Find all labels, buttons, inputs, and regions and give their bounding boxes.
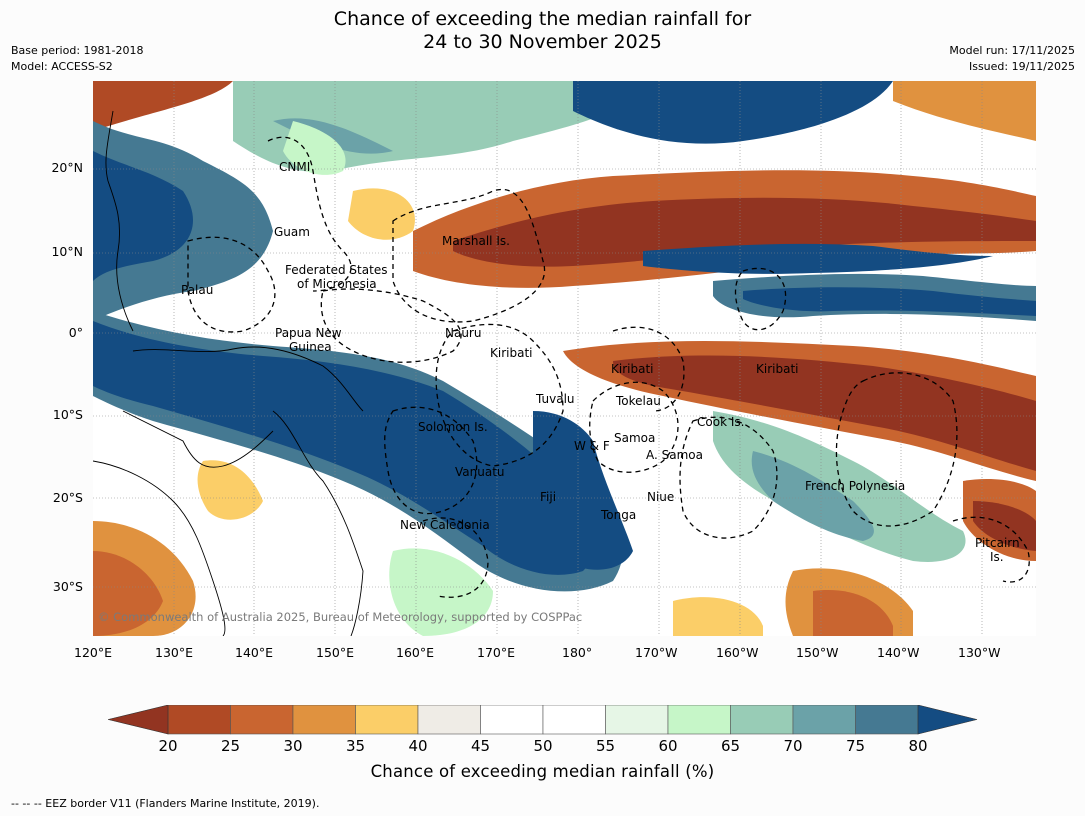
colorbar-cell [542, 705, 606, 735]
lon-label-140w: 140°W [877, 645, 920, 660]
map-title-line1: Chance of exceeding the median rainfall … [333, 8, 752, 30]
copyright-notice: © Commonwealth of Australia 2025, Bureau… [98, 610, 583, 624]
colorbar-tick-label: 80 [908, 737, 928, 755]
label-kiribati-east: Kiribati [756, 362, 798, 376]
colorbar-cell [417, 705, 481, 735]
eez-borders [187, 136, 1030, 598]
model-text: Model: ACCESS-S2 [11, 60, 113, 73]
colorbar-cell [167, 705, 231, 735]
label-solomon: Solomon Is. [418, 420, 488, 434]
label-fsm-2: of Micronesia [297, 277, 377, 291]
label-wallis-futuna: W & F [574, 439, 610, 453]
map-title-line2: 24 to 30 November 2025 [423, 31, 662, 53]
colorbar-tick-label: 45 [470, 737, 491, 755]
metadata-left: Base period: 1981-2018 Model: ACCESS-S2 [11, 43, 143, 75]
label-tuvalu: Tuvalu [535, 392, 575, 406]
lat-label-30s: 30°S [52, 579, 83, 594]
label-niue: Niue [647, 490, 674, 504]
lon-label-170e: 170°E [477, 645, 516, 660]
colorbar-tick-label: 65 [720, 737, 741, 755]
label-png-1: Papua New [275, 326, 342, 340]
label-french-polynesia: French Polynesia [805, 479, 905, 493]
label-new-caledonia: New Caledonia [400, 518, 490, 532]
lon-label-120e: 120°E [74, 645, 113, 660]
label-palau: Palau [181, 283, 213, 297]
lat-label-10n: 10°N [51, 244, 83, 259]
colorbar-cell [667, 705, 731, 735]
rainfall-map: CNMI Guam Marshall Is. Federated States … [93, 81, 1036, 636]
label-cook: Cook Is. [697, 415, 744, 429]
label-fsm-1: Federated States [285, 263, 387, 277]
colorbar-cell [292, 705, 356, 735]
coastlines [93, 110, 364, 636]
label-kiribati-west: Kiribati [490, 346, 532, 360]
colorbar-tick-label: 70 [783, 737, 803, 755]
colorbar-tick-label: 20 [158, 737, 178, 755]
colorbar-cell [480, 705, 544, 735]
lat-label-20s: 20°S [52, 490, 83, 505]
label-cnmi: CNMI [279, 160, 310, 174]
rainfall-field [93, 81, 1036, 636]
colorbar-tick-label: 55 [595, 737, 616, 755]
colorbar-cells [167, 705, 919, 735]
colorbar-cell [855, 705, 919, 735]
issued-text: Issued: 19/11/2025 [968, 60, 1075, 73]
label-guam: Guam [274, 225, 310, 239]
lon-label-160w: 160°W [716, 645, 759, 660]
lat-label-0: 0° [68, 325, 83, 340]
label-vanuatu: Vanuatu [455, 465, 505, 479]
colorbar-tick-label: 60 [658, 737, 678, 755]
lon-label-160e: 160°E [396, 645, 435, 660]
label-samoa: Samoa [614, 431, 655, 445]
colorbar-tick-label: 35 [345, 737, 366, 755]
colorbar-over-arrow [917, 705, 978, 735]
colorbar-tick-label: 50 [533, 737, 553, 755]
base-period-text: Base period: 1981-2018 [11, 44, 144, 57]
colorbar-cell [792, 705, 856, 735]
colorbar-title: Chance of exceeding median rainfall (%) [370, 762, 715, 781]
colorbar-cell [730, 705, 794, 735]
lon-label-150w: 150°W [796, 645, 839, 660]
lat-label-10s: 10°S [52, 407, 83, 422]
label-tokelau: Tokelau [615, 394, 661, 408]
eez-footer-note: -- -- -- EEZ border V11 (Flanders Marine… [11, 797, 320, 810]
label-american-samoa: A. Samoa [646, 448, 703, 462]
label-pitcairn-2: Is. [990, 550, 1004, 564]
lon-label-130w: 130°W [958, 645, 1001, 660]
colorbar [108, 705, 978, 735]
lon-label-130e: 130°E [155, 645, 194, 660]
colorbar-tick-label: 25 [220, 737, 241, 755]
lon-label-140e: 140°E [235, 645, 274, 660]
place-labels: CNMI Guam Marshall Is. Federated States … [181, 160, 1020, 564]
label-tonga: Tonga [600, 508, 636, 522]
label-nauru: Nauru [445, 326, 481, 340]
lat-label-20n: 20°N [51, 160, 83, 175]
colorbar-cell [605, 705, 669, 735]
label-kiribati-central: Kiribati [611, 362, 653, 376]
colorbar-cell [230, 705, 294, 735]
label-fiji: Fiji [540, 490, 556, 504]
metadata-right: Model run: 17/11/2025 Issued: 19/11/2025 [949, 43, 1075, 75]
lon-label-150e: 150°E [316, 645, 355, 660]
label-pitcairn-1: Pitcairn [975, 536, 1020, 550]
colorbar-tick-label: 40 [408, 737, 428, 755]
label-png-2: Guinea [289, 340, 332, 354]
colorbar-cell [355, 705, 419, 735]
lon-label-170w: 170°W [635, 645, 678, 660]
model-run-text: Model run: 17/11/2025 [949, 44, 1075, 57]
colorbar-tick-label: 75 [845, 737, 866, 755]
colorbar-under-arrow [108, 705, 169, 735]
lon-label-180: 180° [562, 645, 593, 660]
label-marshall: Marshall Is. [442, 234, 510, 248]
graticule [93, 81, 1036, 636]
colorbar-tick-label: 30 [283, 737, 303, 755]
